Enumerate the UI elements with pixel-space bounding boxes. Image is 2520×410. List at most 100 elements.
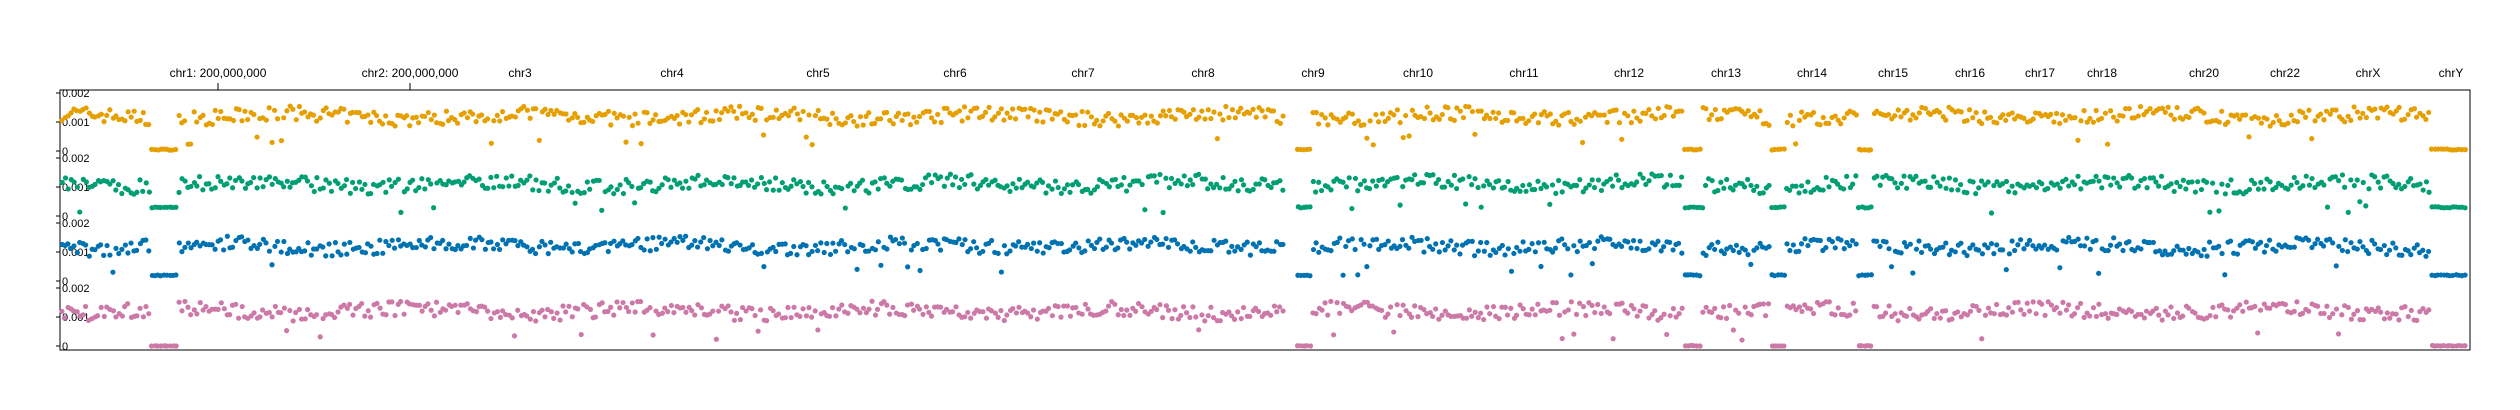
data-point [1910,177,1916,183]
data-point [500,237,506,243]
data-point [1964,117,1970,124]
data-point [1061,186,1067,192]
data-point [872,179,878,185]
data-point [2312,241,2318,247]
data-point [206,181,212,187]
data-point [377,237,383,243]
data-point [416,184,422,191]
data-point [2420,113,2426,119]
data-point [542,106,548,112]
data-point [2321,117,2327,123]
data-point [1244,239,1250,245]
data-point [1613,107,1619,113]
data-point [980,309,986,315]
data-point [569,249,575,255]
data-point [1340,272,1346,278]
data-point [1955,187,1961,193]
data-point [284,328,290,334]
data-point [512,114,518,120]
data-point [953,304,959,310]
data-point [644,236,650,242]
data-point [235,315,242,321]
data-point [2339,172,2346,178]
data-point [1163,303,1170,309]
data-point [2012,247,2018,254]
data-point [1535,178,1541,184]
data-point [2110,114,2117,120]
data-point [542,242,548,248]
data-point [173,343,179,349]
data-point [701,116,707,122]
data-point [731,108,737,115]
data-point [1766,182,1772,189]
data-point [1895,318,1901,324]
data-point [2018,237,2024,243]
data-point [1643,303,1649,309]
data-point [1370,142,1376,148]
data-point [1157,113,1164,119]
data-point [1796,117,1803,123]
data-point [679,185,686,191]
data-point [494,241,501,248]
data-point [1208,304,1214,310]
data-point [715,308,722,314]
data-point [983,176,989,183]
data-point [680,304,686,311]
data-point [389,183,395,189]
data-point [904,302,911,308]
data-point [974,105,980,111]
data-point [1634,115,1640,121]
data-point [1841,115,1847,121]
data-point [554,107,560,114]
data-point [821,249,827,256]
data-point [1240,304,1247,311]
data-point [695,244,701,250]
data-point [2258,239,2264,245]
data-point [1766,122,1772,128]
data-point [965,309,971,316]
data-point [2354,109,2361,115]
data-point [236,107,242,113]
data-point [227,312,233,318]
data-point [982,109,989,115]
data-point [455,178,462,184]
data-point [413,188,419,194]
data-point [2222,191,2228,197]
data-point [1916,238,1922,244]
data-point [824,183,830,190]
data-point [671,235,677,242]
data-point [1850,300,1856,306]
data-point [437,309,443,315]
data-point [2225,119,2231,125]
data-point [2075,137,2081,143]
data-point [1931,315,1937,322]
data-point [1183,310,1190,316]
data-point [2189,179,2195,185]
data-point [2168,304,2174,310]
data-point [2012,190,2018,196]
data-point [1868,204,1874,210]
data-point [1232,178,1238,184]
data-point [1223,103,1229,110]
data-point [2375,115,2381,121]
data-point [1520,182,1526,189]
data-point [1549,249,1556,255]
data-point [2143,308,2150,314]
data-point [323,105,329,111]
data-point [2354,177,2360,183]
data-point [995,314,1001,320]
data-point [257,175,263,181]
data-point [110,308,117,314]
data-point [2360,244,2366,250]
data-point [2071,182,2078,188]
data-point [293,117,299,123]
data-point [842,120,848,126]
data-point [671,177,677,183]
data-point [2323,108,2330,114]
data-point [1739,337,1745,343]
data-point [1499,242,1505,249]
data-point [2267,179,2273,185]
data-point [2057,185,2063,191]
data-point [1607,236,1613,242]
data-point [1030,307,1037,313]
